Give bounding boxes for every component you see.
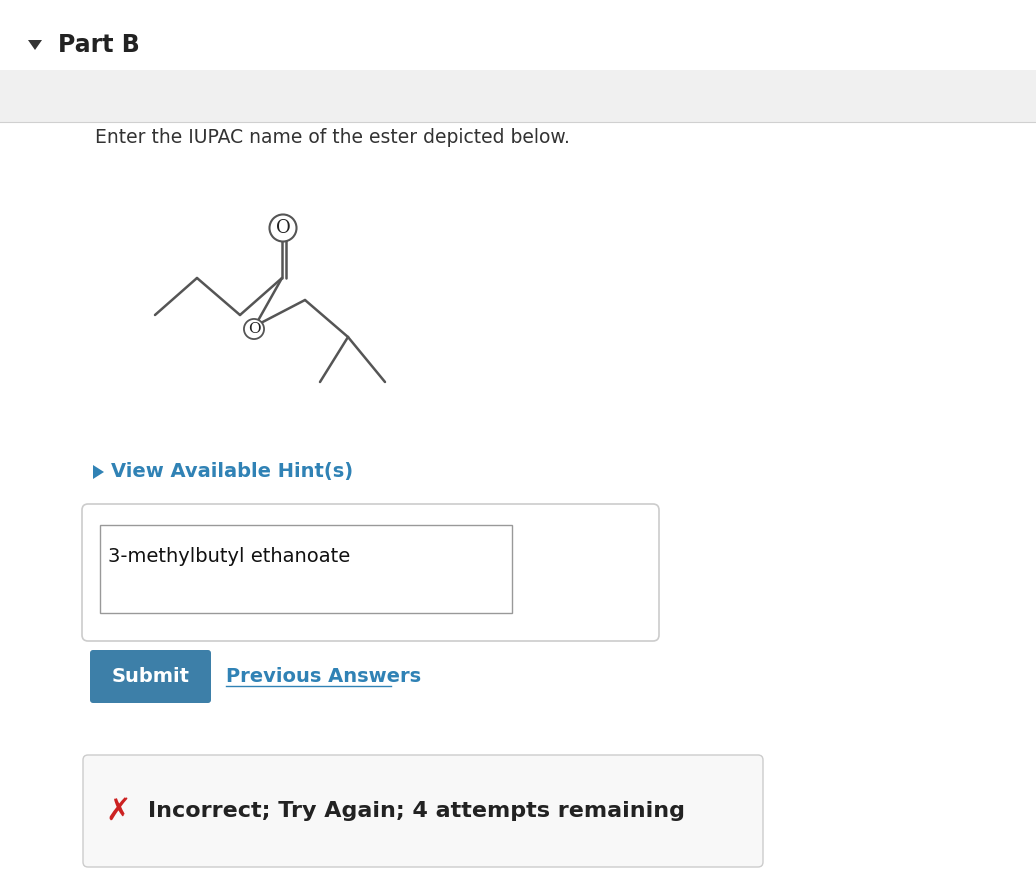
Polygon shape xyxy=(28,40,42,50)
FancyBboxPatch shape xyxy=(83,755,762,867)
Text: ✗: ✗ xyxy=(106,796,131,825)
Text: Submit: Submit xyxy=(112,667,190,686)
Text: Previous Answers: Previous Answers xyxy=(226,668,421,687)
Text: 3-methylbutyl ethanoate: 3-methylbutyl ethanoate xyxy=(108,547,350,566)
Text: O: O xyxy=(248,322,260,336)
FancyBboxPatch shape xyxy=(0,70,1036,122)
Text: Incorrect; Try Again; 4 attempts remaining: Incorrect; Try Again; 4 attempts remaini… xyxy=(148,801,685,821)
Polygon shape xyxy=(93,465,104,479)
Text: Part B: Part B xyxy=(58,33,140,57)
Text: Enter the IUPAC name of the ester depicted below.: Enter the IUPAC name of the ester depict… xyxy=(95,128,570,147)
FancyBboxPatch shape xyxy=(90,650,211,703)
FancyBboxPatch shape xyxy=(82,504,659,641)
FancyBboxPatch shape xyxy=(100,525,512,613)
Text: View Available Hint(s): View Available Hint(s) xyxy=(111,463,353,482)
Text: O: O xyxy=(276,219,290,237)
